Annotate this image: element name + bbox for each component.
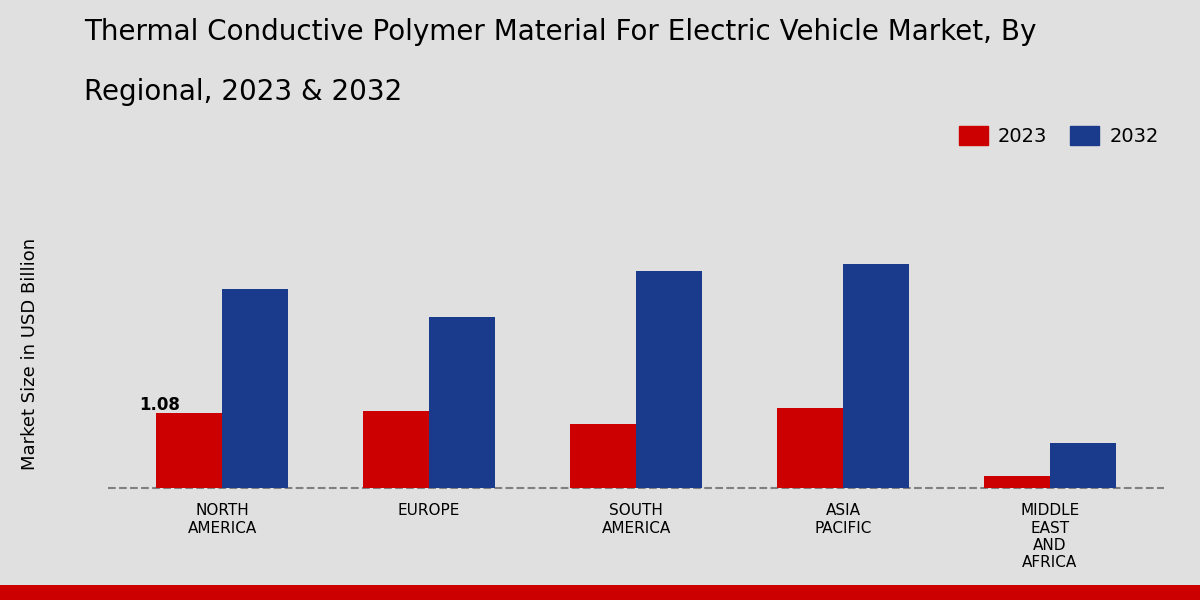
Text: Market Size in USD Billion: Market Size in USD Billion [20, 238, 40, 470]
Bar [842, 264, 910, 488]
Bar [222, 289, 288, 488]
Bar [570, 424, 636, 488]
Legend: 2023, 2032: 2023, 2032 [950, 118, 1166, 154]
Text: Thermal Conductive Polymer Material For Electric Vehicle Market, By: Thermal Conductive Polymer Material For … [84, 18, 1037, 46]
Bar [362, 412, 430, 488]
Text: Regional, 2023 & 2032: Regional, 2023 & 2032 [84, 78, 402, 106]
Bar [1050, 443, 1116, 488]
Text: 1.08: 1.08 [139, 396, 180, 414]
Bar [984, 476, 1050, 488]
Bar [636, 271, 702, 488]
Bar [156, 413, 222, 488]
Bar [776, 408, 842, 488]
Bar [430, 317, 496, 488]
